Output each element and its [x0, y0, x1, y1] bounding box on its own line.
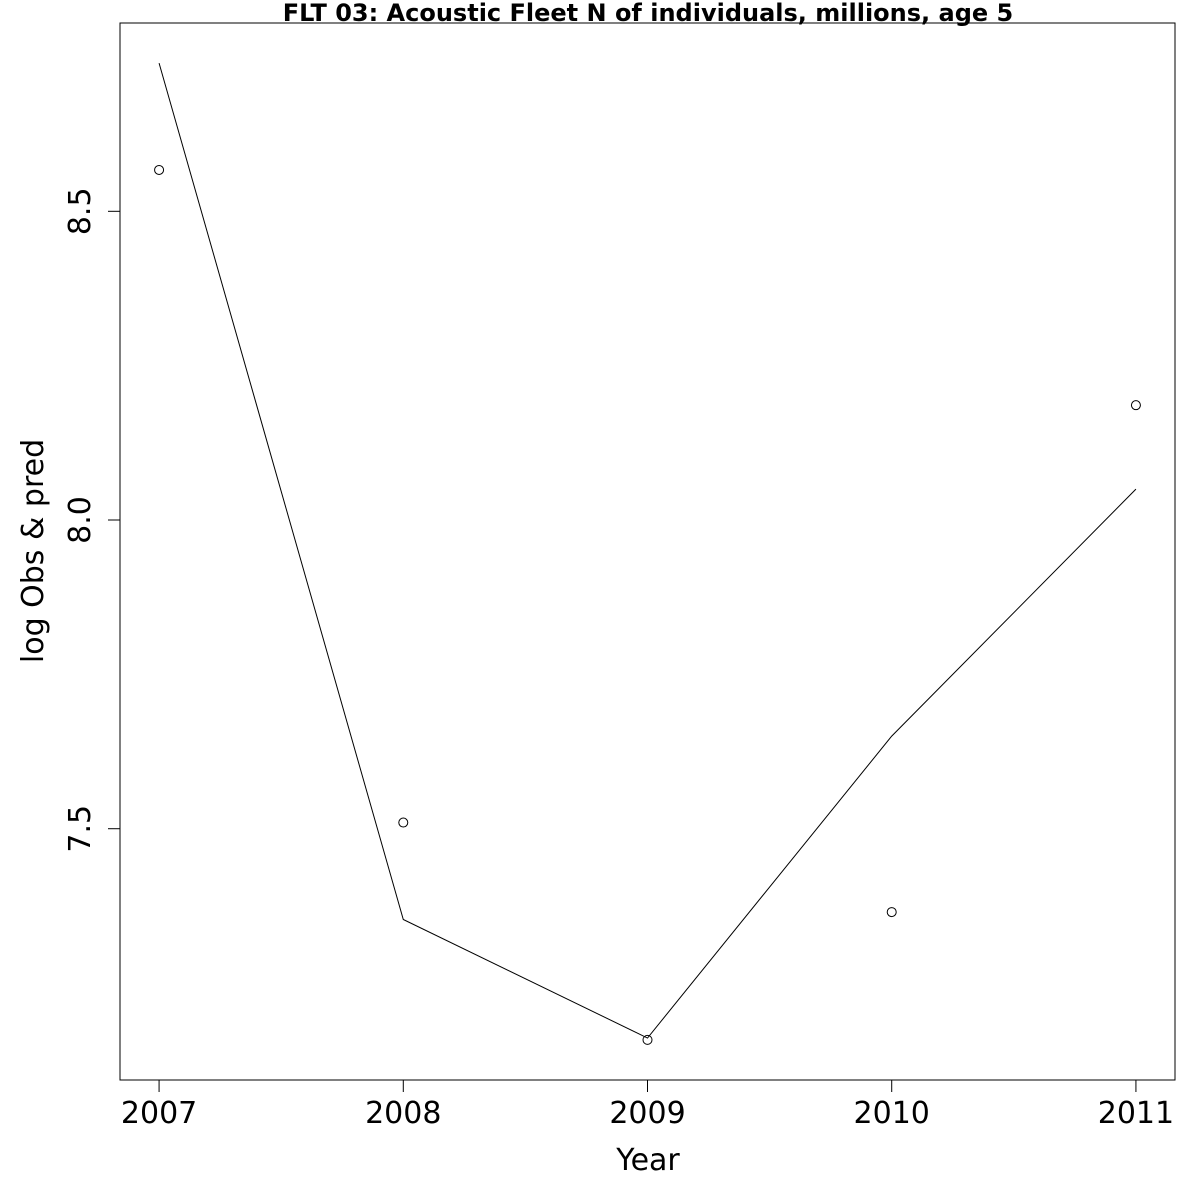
- x-tick-label: 2007: [121, 1096, 197, 1131]
- x-axis-label: Year: [615, 1143, 680, 1178]
- observed-point: [886, 907, 897, 918]
- x-tick-label: 2011: [1098, 1096, 1174, 1131]
- y-axis: 7.5 8.0 8.5: [63, 187, 121, 853]
- plot-frame: [119, 22, 1176, 1081]
- x-tick-label: 2010: [854, 1096, 930, 1131]
- observed-point: [1130, 400, 1141, 411]
- x-axis: 2007 2008 2009 2010 2011: [121, 1079, 1174, 1131]
- series-layer: [154, 62, 1141, 1045]
- observed-point: [154, 164, 165, 175]
- observed-point: [398, 817, 409, 828]
- y-tick-label: 8.5: [63, 187, 98, 235]
- x-tick-label: 2008: [365, 1096, 441, 1131]
- predicted-line: [158, 62, 1137, 1039]
- y-axis-label: log Obs & pred: [16, 439, 51, 663]
- observed-point: [642, 1034, 653, 1045]
- x-tick-label: 2009: [609, 1096, 685, 1131]
- y-tick-label: 7.5: [63, 805, 98, 853]
- y-tick-label: 8.0: [63, 496, 98, 544]
